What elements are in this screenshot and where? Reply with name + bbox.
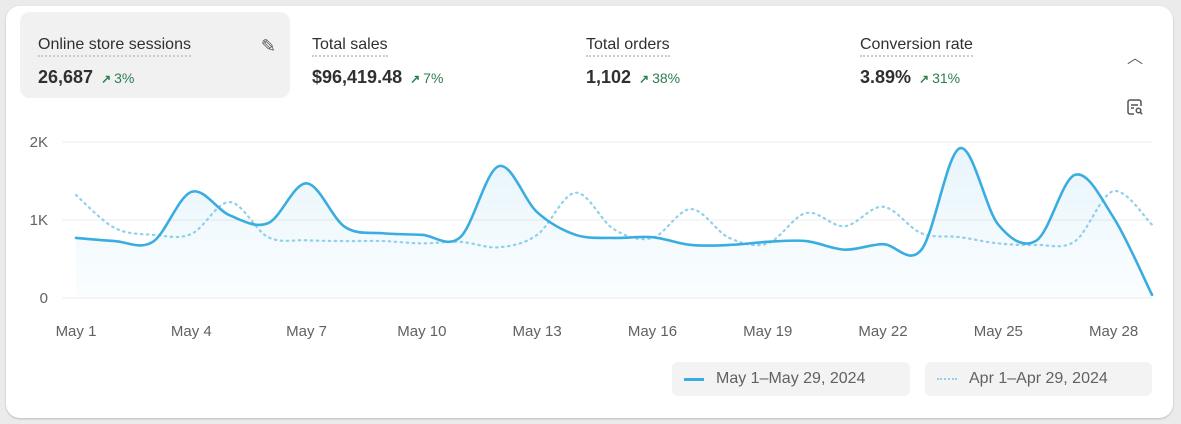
arrow-up-right-icon: ↗ bbox=[639, 72, 650, 86]
x-tick-label: May 28 bbox=[1089, 323, 1138, 340]
y-tick-label: 2K bbox=[30, 134, 48, 151]
metric-change-text: 7% bbox=[423, 70, 444, 86]
x-tick-label: May 19 bbox=[743, 323, 792, 340]
arrow-up-right-icon: ↗ bbox=[410, 72, 421, 86]
x-tick-label: May 10 bbox=[397, 323, 446, 340]
series-line-current bbox=[74, 146, 1154, 297]
dotted-line-swatch bbox=[937, 378, 957, 380]
metric-change: ↗ 38% bbox=[639, 70, 680, 86]
legend-previous[interactable]: Apr 1–Apr 29, 2024 bbox=[925, 362, 1152, 396]
metric-change-text: 3% bbox=[114, 70, 135, 86]
current-area-fill bbox=[76, 148, 1153, 298]
x-tick-label: May 22 bbox=[858, 323, 907, 340]
metric-tab[interactable]: Total sales $96,419.48 ↗ 7% bbox=[294, 12, 564, 98]
metric-label: Conversion rate bbox=[860, 36, 973, 57]
legend-current[interactable]: May 1–May 29, 2024 bbox=[672, 362, 910, 396]
y-tick-label: 1K bbox=[30, 212, 48, 229]
chevron-up-icon[interactable]: ︿ bbox=[1127, 50, 1144, 67]
metric-tab[interactable]: Online store sessions 26,687 ↗ 3% ✎ bbox=[20, 12, 290, 98]
pencil-icon[interactable]: ✎ bbox=[260, 36, 276, 56]
metric-change-text: 38% bbox=[652, 70, 681, 86]
metric-value: 26,687 ↗ 3% bbox=[38, 67, 134, 88]
metric-value: 1,102 ↗ 38% bbox=[586, 67, 680, 88]
x-tick-label: May 16 bbox=[628, 323, 677, 340]
x-tick-label: May 25 bbox=[974, 323, 1023, 340]
metric-tab[interactable]: Conversion rate 3.89% ↗ 31% bbox=[842, 12, 1112, 98]
metric-value: 3.89% ↗ 31% bbox=[860, 67, 960, 88]
metric-value-text: 26,687 bbox=[38, 67, 94, 87]
series-line-previous bbox=[74, 190, 1154, 249]
metric-label: Total sales bbox=[312, 36, 388, 57]
metric-value: $96,419.48 ↗ 7% bbox=[312, 67, 443, 88]
metric-value-text: $96,419.48 bbox=[312, 67, 403, 87]
x-tick-label: May 4 bbox=[171, 323, 212, 340]
metric-change: ↗ 7% bbox=[410, 70, 443, 86]
arrow-up-right-icon: ↗ bbox=[919, 72, 930, 86]
metric-change: ↗ 31% bbox=[919, 70, 960, 86]
arrow-up-right-icon: ↗ bbox=[101, 72, 112, 86]
legend-label: Apr 1–Apr 29, 2024 bbox=[969, 370, 1108, 387]
x-tick-label: May 1 bbox=[56, 323, 97, 340]
metric-tab[interactable]: Total orders 1,102 ↗ 38% bbox=[568, 12, 838, 98]
metric-change: ↗ 3% bbox=[101, 70, 134, 86]
metric-change-text: 31% bbox=[932, 70, 961, 86]
solid-line-swatch bbox=[684, 377, 704, 381]
legend-label: May 1–May 29, 2024 bbox=[716, 370, 866, 387]
metric-label: Total orders bbox=[586, 36, 670, 57]
metric-value-text: 3.89% bbox=[860, 67, 912, 87]
metric-label: Online store sessions bbox=[38, 36, 191, 57]
y-tick-label: 0 bbox=[40, 290, 48, 307]
x-tick-label: May 7 bbox=[286, 323, 327, 340]
explore-data-icon[interactable] bbox=[1126, 98, 1144, 116]
x-tick-label: May 13 bbox=[513, 323, 562, 340]
metric-value-text: 1,102 bbox=[586, 67, 632, 87]
